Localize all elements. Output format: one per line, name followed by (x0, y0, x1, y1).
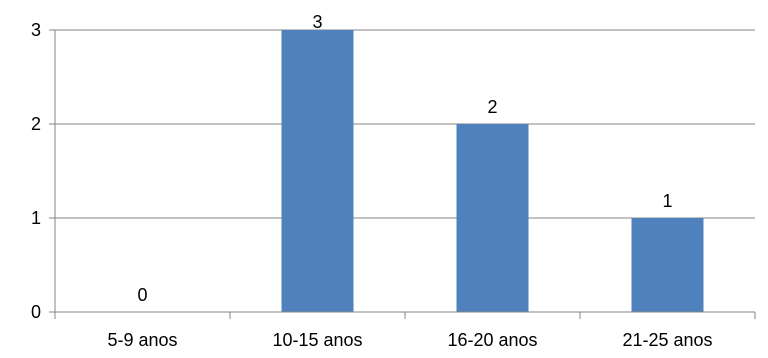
y-tick-label: 3 (31, 20, 41, 40)
y-tick-label: 2 (31, 114, 41, 134)
bar (631, 218, 704, 312)
bar (456, 124, 529, 312)
x-tick-labels: 5-9 anos 10-15 anos 16-20 anos 21-25 anos (107, 330, 712, 350)
data-label: 3 (312, 12, 322, 32)
gridlines (49, 29, 755, 219)
x-tick-label: 16-20 anos (447, 330, 537, 350)
data-label: 2 (487, 97, 497, 117)
x-tick-label: 10-15 anos (272, 330, 362, 350)
y-tick-label: 1 (31, 208, 41, 228)
y-tick-labels: 0 1 2 3 (31, 20, 41, 322)
y-tick-label: 0 (31, 302, 41, 322)
x-tick-label: 5-9 anos (107, 330, 177, 350)
bars (281, 30, 704, 312)
data-label: 0 (137, 285, 147, 305)
data-labels: 0 3 2 1 (137, 12, 672, 305)
axes (49, 30, 756, 319)
x-tick-label: 21-25 anos (622, 330, 712, 350)
data-label: 1 (662, 191, 672, 211)
bar (281, 30, 354, 312)
